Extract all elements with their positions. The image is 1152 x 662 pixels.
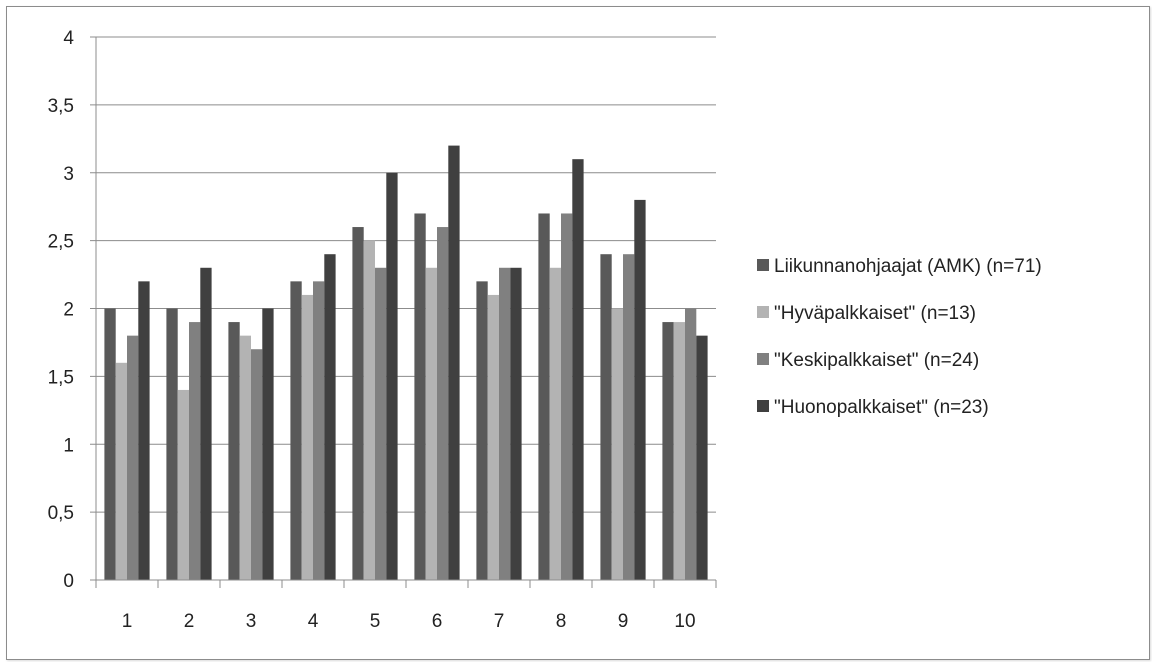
- y-axis-tick-labels: 0 0,5 1 1,5 2 2,5 3 3,5 4: [48, 28, 75, 592]
- bar-1-1: [104, 308, 116, 580]
- x-tick-label: 5: [370, 611, 381, 632]
- y-tick-label: 2: [63, 300, 74, 321]
- bar-3-4: [313, 281, 325, 580]
- bar-3-5: [375, 267, 387, 580]
- bar-2-3: [239, 335, 251, 580]
- x-tick-label: 7: [494, 611, 505, 632]
- y-tick-label: 0,5: [48, 503, 74, 524]
- x-tick-label: 4: [308, 611, 319, 632]
- legend-label: "Keskipalkkaiset" (n=24): [774, 350, 979, 371]
- bar-2-8: [549, 267, 561, 580]
- x-tick-label: 2: [184, 611, 195, 632]
- bar-2-9: [611, 308, 623, 580]
- bar-4-3: [262, 308, 274, 580]
- bar-1-4: [290, 281, 302, 580]
- bar-3-6: [437, 227, 449, 581]
- bar-2-10: [673, 322, 685, 580]
- y-tick-label: 3: [63, 164, 74, 185]
- bar-2-4: [301, 294, 313, 580]
- bar-4-2: [200, 267, 212, 580]
- legend-label: "Hyväpalkkaiset" (n=13): [774, 303, 976, 324]
- legend-label: "Huonopalkkaiset" (n=23): [774, 397, 989, 418]
- legend: Liikunnanohjaajat (AMK) (n=71) "Hyväpalkk…: [757, 256, 1042, 418]
- bar-4-6: [448, 145, 460, 580]
- bar-3-9: [623, 254, 635, 580]
- bar-4-7: [510, 267, 522, 580]
- x-axis-tick-labels: 1 2 3 4 5 6 7 8 9 10: [122, 611, 696, 632]
- legend-swatch: [757, 353, 769, 365]
- bar-1-5: [352, 227, 364, 581]
- bar-2-2: [177, 389, 189, 580]
- bar-4-5: [386, 172, 398, 580]
- bar-4-1: [138, 281, 150, 580]
- bar-1-6: [414, 213, 426, 580]
- bar-3-3: [251, 349, 263, 580]
- bars: [104, 145, 708, 581]
- y-tick-label: 3,5: [48, 96, 74, 117]
- bar-3-8: [561, 213, 573, 580]
- bar-4-9: [634, 199, 646, 580]
- legend-swatch: [757, 400, 769, 412]
- bar-3-10: [685, 308, 697, 580]
- bar-2-6: [425, 267, 437, 580]
- bar-3-1: [127, 335, 139, 580]
- bar-2-7: [487, 294, 499, 580]
- y-tick-label: 1: [63, 435, 74, 456]
- bar-1-8: [538, 213, 550, 580]
- bar-1-3: [228, 322, 240, 580]
- bar-4-10: [696, 335, 708, 580]
- legend-label: Liikunnanohjaajat (AMK) (n=71): [774, 256, 1042, 277]
- y-tick-label: 1,5: [48, 367, 74, 388]
- x-tick-label: 1: [122, 611, 133, 632]
- y-tick-label: 2,5: [48, 232, 74, 253]
- legend-swatch: [757, 259, 769, 271]
- y-tick-label: 0: [63, 571, 74, 592]
- bar-2-1: [115, 362, 127, 580]
- axes: [90, 36, 717, 588]
- bar-3-7: [499, 267, 511, 580]
- bar-4-8: [572, 159, 584, 581]
- x-tick-label: 9: [618, 611, 629, 632]
- legend-swatch: [757, 306, 769, 318]
- bar-3-2: [189, 322, 201, 580]
- bar-1-9: [600, 254, 612, 580]
- x-tick-label: 8: [556, 611, 567, 632]
- bar-2-5: [363, 240, 375, 580]
- x-tick-label: 10: [674, 611, 695, 632]
- bar-4-4: [324, 254, 336, 580]
- bar-1-10: [662, 322, 674, 580]
- bar-1-2: [166, 308, 178, 580]
- y-tick-label: 4: [63, 28, 74, 49]
- x-tick-label: 6: [432, 611, 443, 632]
- bar-1-7: [476, 281, 488, 580]
- x-tick-label: 3: [246, 611, 257, 632]
